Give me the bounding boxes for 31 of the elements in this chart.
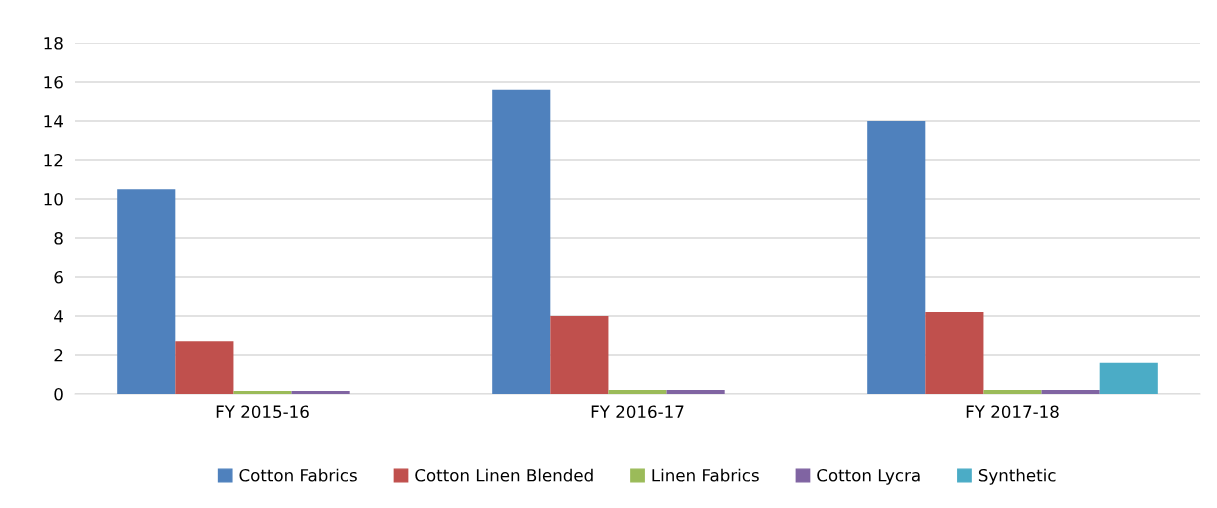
y-tick-label: 18 — [44, 36, 63, 50]
legend-label: Cotton Fabrics — [239, 468, 357, 482]
bar — [1041, 390, 1100, 394]
legend-label: Linen Fabrics — [652, 468, 759, 482]
legend-label: Synthetic — [978, 468, 1056, 485]
bar — [867, 121, 926, 394]
legend-label: Cotton Lycra — [817, 468, 920, 485]
bar — [550, 316, 609, 394]
y-tick-label: 4 — [54, 310, 63, 323]
bar — [492, 89, 551, 394]
bar — [925, 312, 984, 394]
y-tick-label: 16 — [44, 75, 63, 89]
y-tick-label: 0 — [54, 387, 63, 401]
y-tick-label: 2 — [54, 348, 63, 362]
x-tick-label: FY 2016-17 — [591, 405, 684, 419]
y-tick-label: 14 — [44, 115, 63, 128]
legend-label: Cotton Linen Blended — [415, 468, 593, 482]
bar — [666, 390, 725, 394]
y-tick-label: 10 — [44, 192, 63, 206]
bar — [608, 390, 667, 394]
x-tick-label: FY 2017-18 — [966, 405, 1059, 419]
y-tick-label: 8 — [54, 231, 63, 245]
y-tick-label: 12 — [44, 153, 63, 167]
bar — [983, 390, 1042, 394]
bar — [233, 391, 292, 394]
bar — [291, 391, 350, 394]
bar — [1099, 362, 1158, 394]
y-tick-label: 6 — [54, 270, 63, 284]
bar — [117, 189, 176, 394]
bar — [175, 341, 234, 394]
x-tick-label: FY 2015-16 — [216, 405, 309, 419]
